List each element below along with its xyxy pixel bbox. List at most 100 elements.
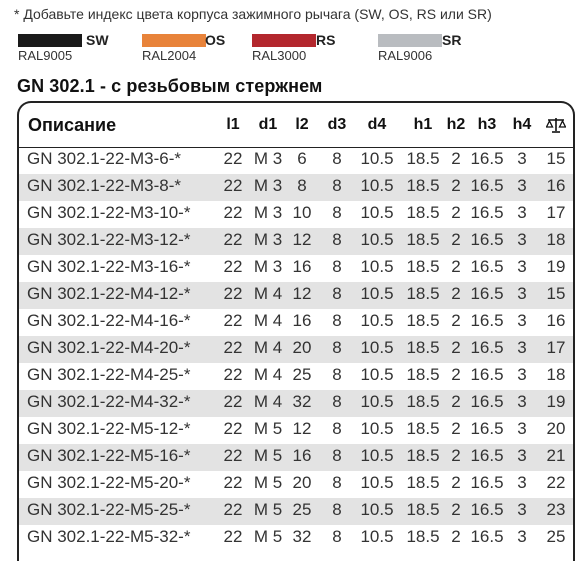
cell-value: 18 — [546, 230, 566, 249]
cell-value: 10.5 — [360, 176, 394, 195]
cell-value: M 4 — [253, 365, 283, 384]
header-description: Описание — [28, 115, 117, 135]
cell-value: 6 — [297, 149, 307, 168]
cell-value: 22 — [546, 473, 566, 492]
cell-value: 2 — [451, 203, 461, 222]
table-row: GN 302.1-22-M3-6-* 22 M 3 6 8 10.5 18.5 2 16.5 3 1… — [19, 147, 573, 174]
cell-value: 16 — [546, 311, 566, 330]
cell-value: 20 — [292, 473, 312, 492]
cell-value: 8 — [332, 392, 342, 411]
cell-value: 18 — [546, 365, 566, 384]
cell-value: 10.5 — [360, 149, 394, 168]
cell-value: 16 — [292, 446, 312, 465]
cell-value: 8 — [332, 527, 342, 546]
cell-value: 2 — [451, 392, 461, 411]
cell-value: 10.5 — [360, 230, 394, 249]
cell-value: 18.5 — [406, 338, 440, 357]
cell-value: 16 — [292, 257, 312, 276]
cell-value: 18.5 — [406, 257, 440, 276]
header-h1: h1 — [413, 116, 433, 133]
section-title: GN 302.1 - с резьбовым стержнем — [17, 76, 323, 96]
cell-value: 10.5 — [360, 527, 394, 546]
cell-value: 2 — [451, 176, 461, 195]
swatch-ral: RAL9006 — [378, 48, 433, 63]
cell-value: 8 — [332, 203, 342, 222]
cell-value: 16.5 — [470, 500, 504, 519]
cell-value: M 3 — [253, 176, 283, 195]
cell-value: 12 — [292, 419, 312, 438]
cell-value: 8 — [332, 230, 342, 249]
cell-value: 25 — [292, 500, 312, 519]
cell-value: 2 — [451, 419, 461, 438]
cell-value: 10.5 — [360, 365, 394, 384]
table-row: GN 302.1-22-M4-20-* 22 M 4 20 8 10.5 18.5 2 16.5… — [19, 336, 573, 363]
cell-value: 16.5 — [470, 527, 504, 546]
cell-value: 8 — [332, 257, 342, 276]
cell-value: 3 — [517, 284, 527, 303]
header-d4: d4 — [367, 116, 387, 133]
cell-value: 21 — [546, 446, 566, 465]
cell-value: 8 — [332, 311, 342, 330]
swatch-color-block — [18, 34, 82, 47]
cell-value: 32 — [292, 392, 312, 411]
table-row: GN 302.1-22-M5-32-* 22 M 5 32 8 10.5 18.5 2 16.5… — [19, 525, 573, 552]
cell-value: 2 — [451, 230, 461, 249]
cell-value: 25 — [292, 365, 312, 384]
cell-value: 22 — [223, 392, 243, 411]
cell-value: 3 — [517, 338, 527, 357]
cell-value: 3 — [517, 203, 527, 222]
cell-value: 22 — [223, 257, 243, 276]
cell-value: 2 — [451, 446, 461, 465]
cell-value: 16.5 — [470, 284, 504, 303]
cell-value: 10.5 — [360, 419, 394, 438]
cell-value: 2 — [451, 149, 461, 168]
cell-value: 12 — [292, 284, 312, 303]
cell-value: 3 — [517, 365, 527, 384]
cell-value: 8 — [297, 176, 307, 195]
cell-value: 23 — [546, 500, 566, 519]
scale-icon — [546, 118, 566, 133]
table-row: GN 302.1-22-M3-16-* 22 M 3 16 8 10.5 18.5 2 16.5… — [19, 255, 573, 282]
cell-value: 22 — [223, 203, 243, 222]
cell-value: 22 — [223, 338, 243, 357]
cell-value: 3 — [517, 527, 527, 546]
header-h4: h4 — [512, 116, 532, 133]
cell-description: GN 302.1-22-M5-32-* — [27, 527, 191, 546]
cell-value: 18.5 — [406, 527, 440, 546]
cell-value: 18.5 — [406, 473, 440, 492]
cell-value: M 4 — [253, 392, 283, 411]
cell-description: GN 302.1-22-M3-12-* — [27, 230, 191, 249]
cell-value: M 5 — [253, 527, 283, 546]
cell-value: 2 — [451, 284, 461, 303]
cell-value: 18.5 — [406, 176, 440, 195]
table-row: GN 302.1-22-M5-25-* 22 M 5 25 8 10.5 18.5 2 16.5… — [19, 498, 573, 525]
cell-description: GN 302.1-22-M3-6-* — [27, 149, 182, 168]
table-row: GN 302.1-22-M3-12-* 22 M 3 12 8 10.5 18.5 2 16.5… — [19, 228, 573, 255]
cell-value: 17 — [546, 203, 566, 222]
cell-value: 18.5 — [406, 311, 440, 330]
cell-value: 16.5 — [470, 473, 504, 492]
cell-value: 22 — [223, 527, 243, 546]
cell-description: GN 302.1-22-M5-20-* — [27, 473, 191, 492]
cell-value: M 4 — [253, 284, 283, 303]
cell-value: 8 — [332, 473, 342, 492]
cell-value: 18.5 — [406, 149, 440, 168]
cell-value: 22 — [223, 284, 243, 303]
cell-value: 16.5 — [470, 176, 504, 195]
cell-value: 20 — [292, 338, 312, 357]
cell-value: 18.5 — [406, 365, 440, 384]
cell-value: 3 — [517, 257, 527, 276]
cell-value: 18.5 — [406, 203, 440, 222]
cell-value: 16.5 — [470, 392, 504, 411]
cell-value: 2 — [451, 311, 461, 330]
cell-value: 8 — [332, 500, 342, 519]
cell-description: GN 302.1-22-M4-16-* — [27, 311, 191, 330]
cell-value: 8 — [332, 176, 342, 195]
cell-value: 3 — [517, 176, 527, 195]
cell-value: 18.5 — [406, 230, 440, 249]
table-row: GN 302.1-22-M3-8-* 22 M 3 8 8 10.5 18.5 2 16.5 3 1… — [19, 174, 573, 201]
header-d3: d3 — [327, 116, 347, 133]
cell-value: 18.5 — [406, 446, 440, 465]
cell-value: 16 — [292, 311, 312, 330]
cell-value: 20 — [546, 419, 566, 438]
